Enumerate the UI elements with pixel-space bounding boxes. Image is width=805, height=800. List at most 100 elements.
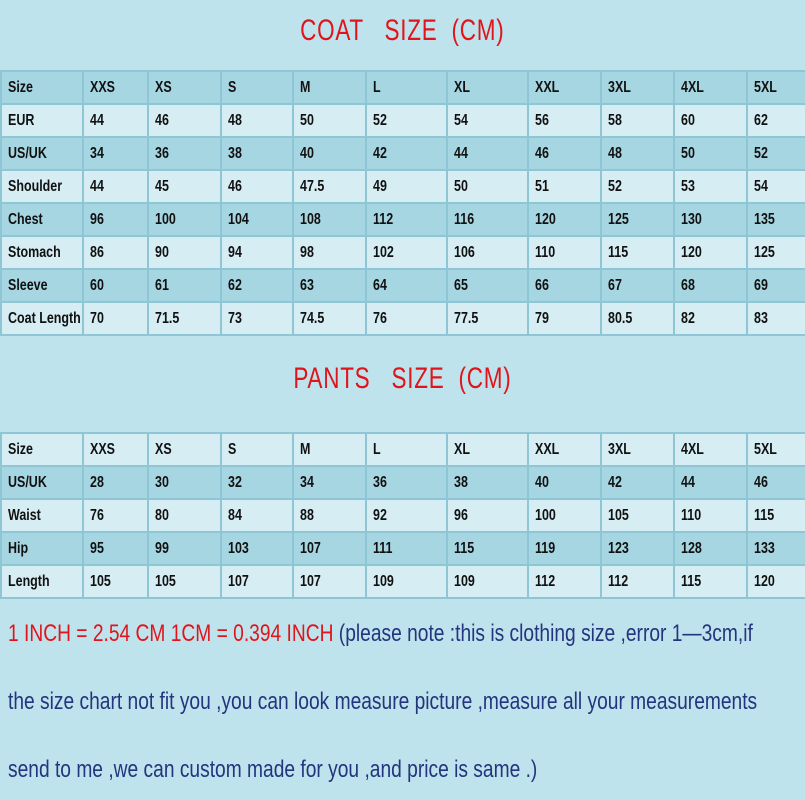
cell-text: 50 [681, 144, 695, 162]
row-label: Size [0, 432, 84, 467]
cell-text: Coat Length [8, 309, 81, 327]
cell-text: 110 [681, 506, 702, 524]
table-cell: 36 [365, 465, 448, 500]
table-cell: 105 [600, 498, 675, 533]
cell-text: 112 [535, 572, 556, 590]
table-cell: 68 [673, 268, 748, 303]
table-cell: 74.5 [292, 301, 367, 336]
row-label: US/UK [0, 465, 84, 500]
table-cell: M [292, 432, 367, 467]
row-label: Waist [0, 498, 84, 533]
table-cell: 112 [527, 564, 602, 599]
cell-text: 107 [300, 572, 321, 590]
cell-text: 133 [754, 539, 775, 557]
table-cell: 109 [446, 564, 529, 599]
cell-text: 115 [681, 572, 702, 590]
table-cell: 76 [365, 301, 448, 336]
cell-text: 52 [754, 144, 768, 162]
cell-text: 130 [681, 210, 702, 228]
table-cell: 54 [446, 103, 529, 138]
table-cell: 112 [365, 202, 448, 237]
cell-text: 47.5 [300, 177, 325, 195]
cell-text: 95 [90, 539, 104, 557]
cell-text: 123 [608, 539, 629, 557]
cell-text: 120 [535, 210, 556, 228]
table-cell: 130 [673, 202, 748, 237]
table-cell: 60 [673, 103, 748, 138]
row-label: Hip [0, 531, 84, 566]
cell-text: 92 [373, 506, 387, 524]
cell-text: 61 [155, 276, 169, 294]
table-cell: 5XL [746, 70, 805, 105]
table-cell: 46 [746, 465, 805, 500]
table-cell: XXS [82, 70, 149, 105]
cell-text: US/UK [8, 144, 47, 162]
row-label: US/UK [0, 136, 84, 171]
table-cell: 115 [673, 564, 748, 599]
table-cell: 112 [600, 564, 675, 599]
cell-text: 80 [155, 506, 169, 524]
table-cell: 5XL [746, 432, 805, 467]
table-cell: 65 [446, 268, 529, 303]
cell-text: 107 [228, 572, 249, 590]
table-cell: 44 [82, 169, 149, 204]
cell-text: XS [155, 440, 172, 458]
cell-text: 56 [535, 111, 549, 129]
cell-text: 52 [608, 177, 622, 195]
cell-text: 105 [90, 572, 111, 590]
row-label: Length [0, 564, 84, 599]
cell-text: 128 [681, 539, 702, 557]
cell-text: 48 [608, 144, 622, 162]
table-cell: 30 [147, 465, 222, 500]
table-cell: 125 [746, 235, 805, 270]
cell-text: 5XL [754, 440, 777, 458]
table-cell: 52 [746, 136, 805, 171]
cell-text: Sleeve [8, 276, 48, 294]
cell-text: 135 [754, 210, 775, 228]
table-cell: 106 [446, 235, 529, 270]
table-cell: 58 [600, 103, 675, 138]
table-cell: 116 [446, 202, 529, 237]
table-cell: L [365, 70, 448, 105]
table-cell: 88 [292, 498, 367, 533]
cell-text: 60 [681, 111, 695, 129]
table-cell: 120 [527, 202, 602, 237]
row-label: Size [0, 70, 84, 105]
table-cell: 82 [673, 301, 748, 336]
table-cell: 76 [82, 498, 149, 533]
size-note-line-1: 1 INCH = 2.54 CM 1CM = 0.394 INCH (pleas… [8, 620, 753, 648]
cell-text: 28 [90, 473, 104, 491]
table-cell: 107 [292, 564, 367, 599]
cell-text: L [373, 78, 381, 96]
cell-text: 46 [754, 473, 768, 491]
cell-text: 84 [228, 506, 242, 524]
cell-text: 66 [535, 276, 549, 294]
header-row: Size XXS XS S M L XL XXL 3XL 4XL 5XL [0, 70, 805, 105]
table-cell: 115 [446, 531, 529, 566]
cell-text: 36 [155, 144, 169, 162]
coat-size-table: Size XXS XS S M L XL XXL 3XL 4XL 5XL EUR 44 46 48 50 52 5… [0, 70, 805, 336]
cell-text: M [300, 440, 311, 458]
cell-text: 74.5 [300, 309, 325, 327]
cell-text: 83 [754, 309, 768, 327]
cell-text: Waist [8, 506, 41, 524]
table-row: Chest 96 100 104 108 112 116 120 125 130 135 [0, 202, 805, 237]
table-cell: 71.5 [147, 301, 222, 336]
table-cell: 45 [147, 169, 222, 204]
table-cell: 98 [292, 235, 367, 270]
cell-text: 109 [373, 572, 394, 590]
cell-text: 4XL [681, 78, 704, 96]
cell-text: 112 [373, 210, 394, 228]
table-cell: 133 [746, 531, 805, 566]
table-cell: 3XL [600, 70, 675, 105]
table-cell: 119 [527, 531, 602, 566]
table-cell: 42 [365, 136, 448, 171]
cell-text: 76 [90, 506, 104, 524]
cell-text: XXS [90, 440, 115, 458]
cell-text: XL [454, 78, 470, 96]
table-cell: 63 [292, 268, 367, 303]
table-cell: 64 [365, 268, 448, 303]
cell-text: 46 [155, 111, 169, 129]
table-cell: 46 [220, 169, 294, 204]
table-cell: 115 [746, 498, 805, 533]
